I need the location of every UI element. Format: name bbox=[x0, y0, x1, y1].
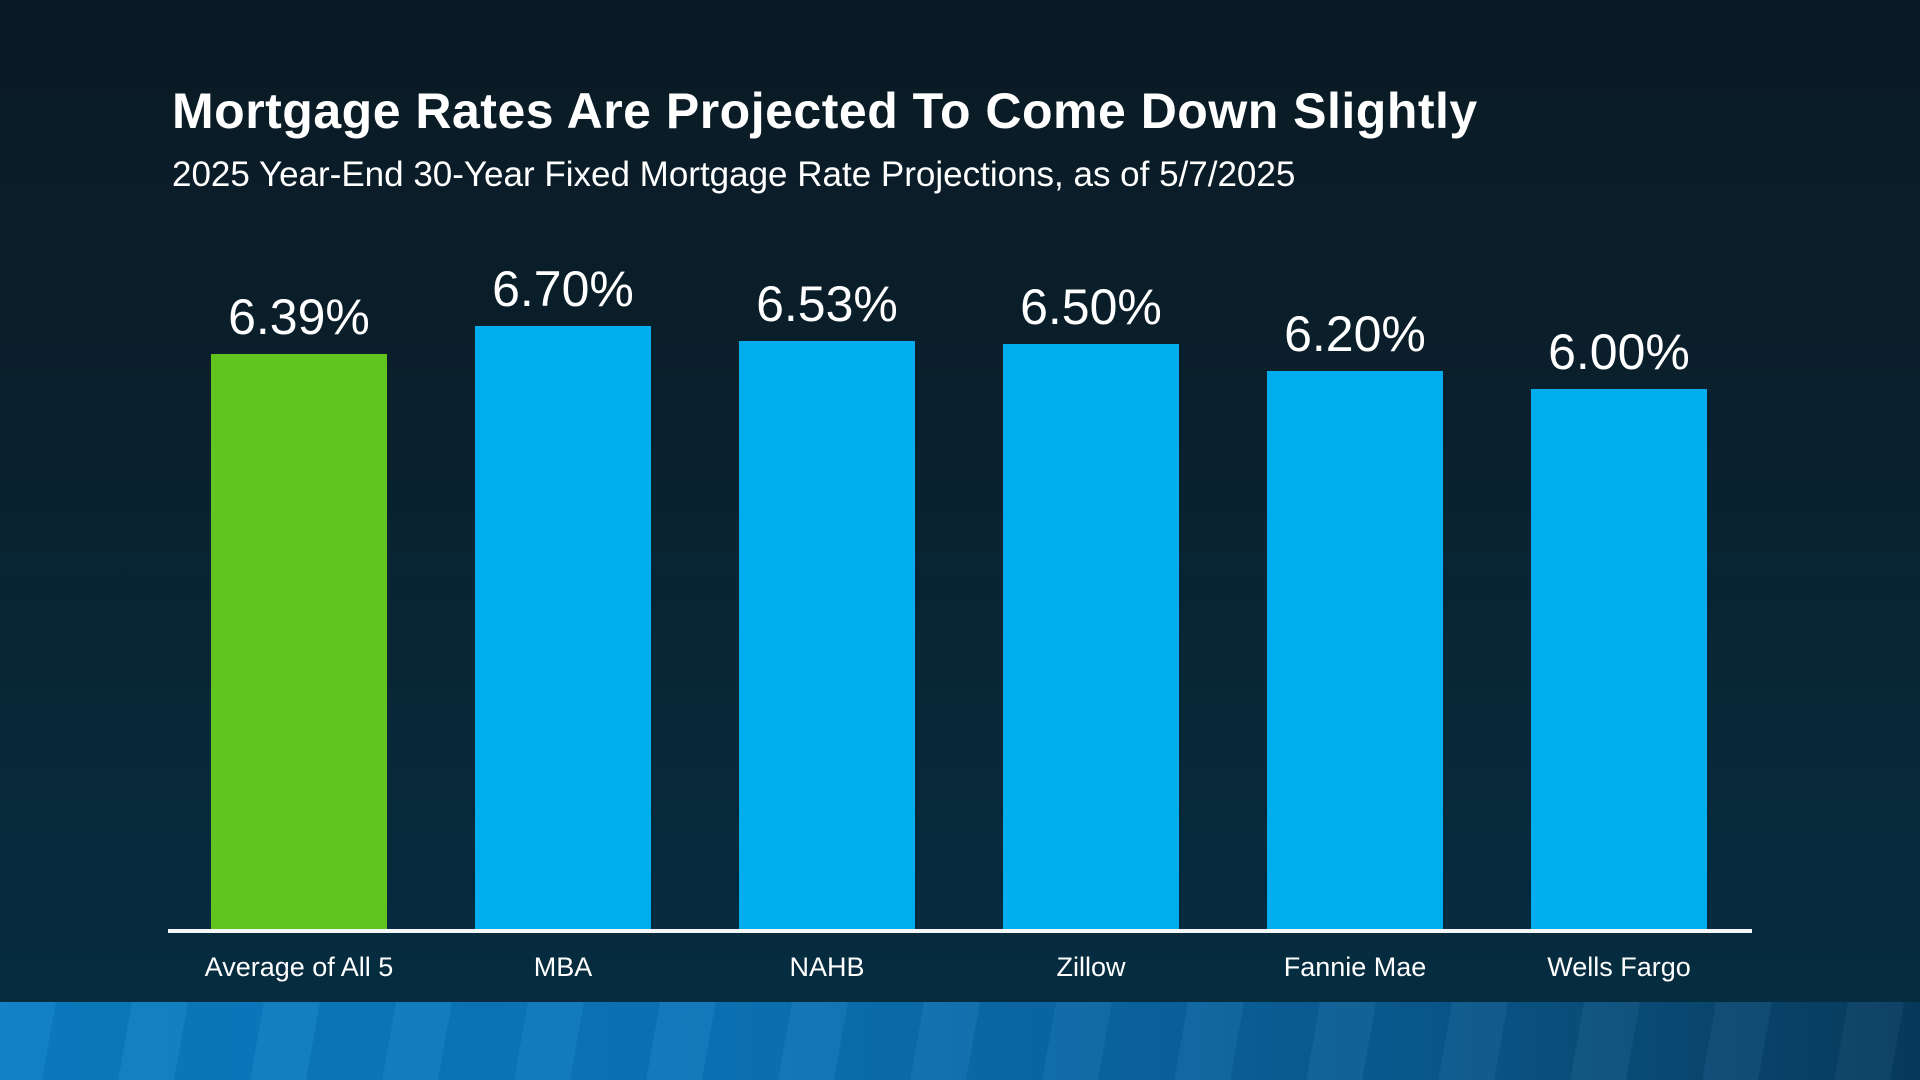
bar-chart: 6.39% Average of All 5 6.70% MBA 6.53% N… bbox=[168, 195, 1752, 982]
bar bbox=[1531, 389, 1707, 929]
x-axis-baseline bbox=[168, 929, 1752, 933]
bar-value-label: 6.70% bbox=[492, 261, 634, 317]
bar bbox=[475, 326, 651, 929]
bar-category-label: Average of All 5 bbox=[204, 952, 394, 982]
bar bbox=[211, 354, 387, 929]
bar bbox=[1267, 371, 1443, 929]
bar-category-label: Fannie Mae bbox=[1283, 952, 1427, 982]
bar-value-label: 6.39% bbox=[228, 289, 370, 345]
bar-value-label: 6.53% bbox=[756, 276, 898, 332]
bar-value-label: 6.00% bbox=[1548, 324, 1690, 380]
page-subtitle: 2025 Year-End 30-Year Fixed Mortgage Rat… bbox=[172, 155, 1296, 194]
bar-category-label: Zillow bbox=[1056, 952, 1126, 982]
bar-category-label: NAHB bbox=[789, 952, 865, 982]
bar bbox=[739, 341, 915, 929]
bar-value-label: 6.50% bbox=[1020, 279, 1162, 335]
bar bbox=[1003, 344, 1179, 929]
bar-category-label: MBA bbox=[533, 952, 593, 982]
bar-category-label: Wells Fargo bbox=[1547, 952, 1691, 982]
footer-accent-band bbox=[0, 1002, 1920, 1080]
bar-value-label: 6.20% bbox=[1284, 306, 1426, 362]
page-title: Mortgage Rates Are Projected To Come Dow… bbox=[172, 83, 1478, 139]
